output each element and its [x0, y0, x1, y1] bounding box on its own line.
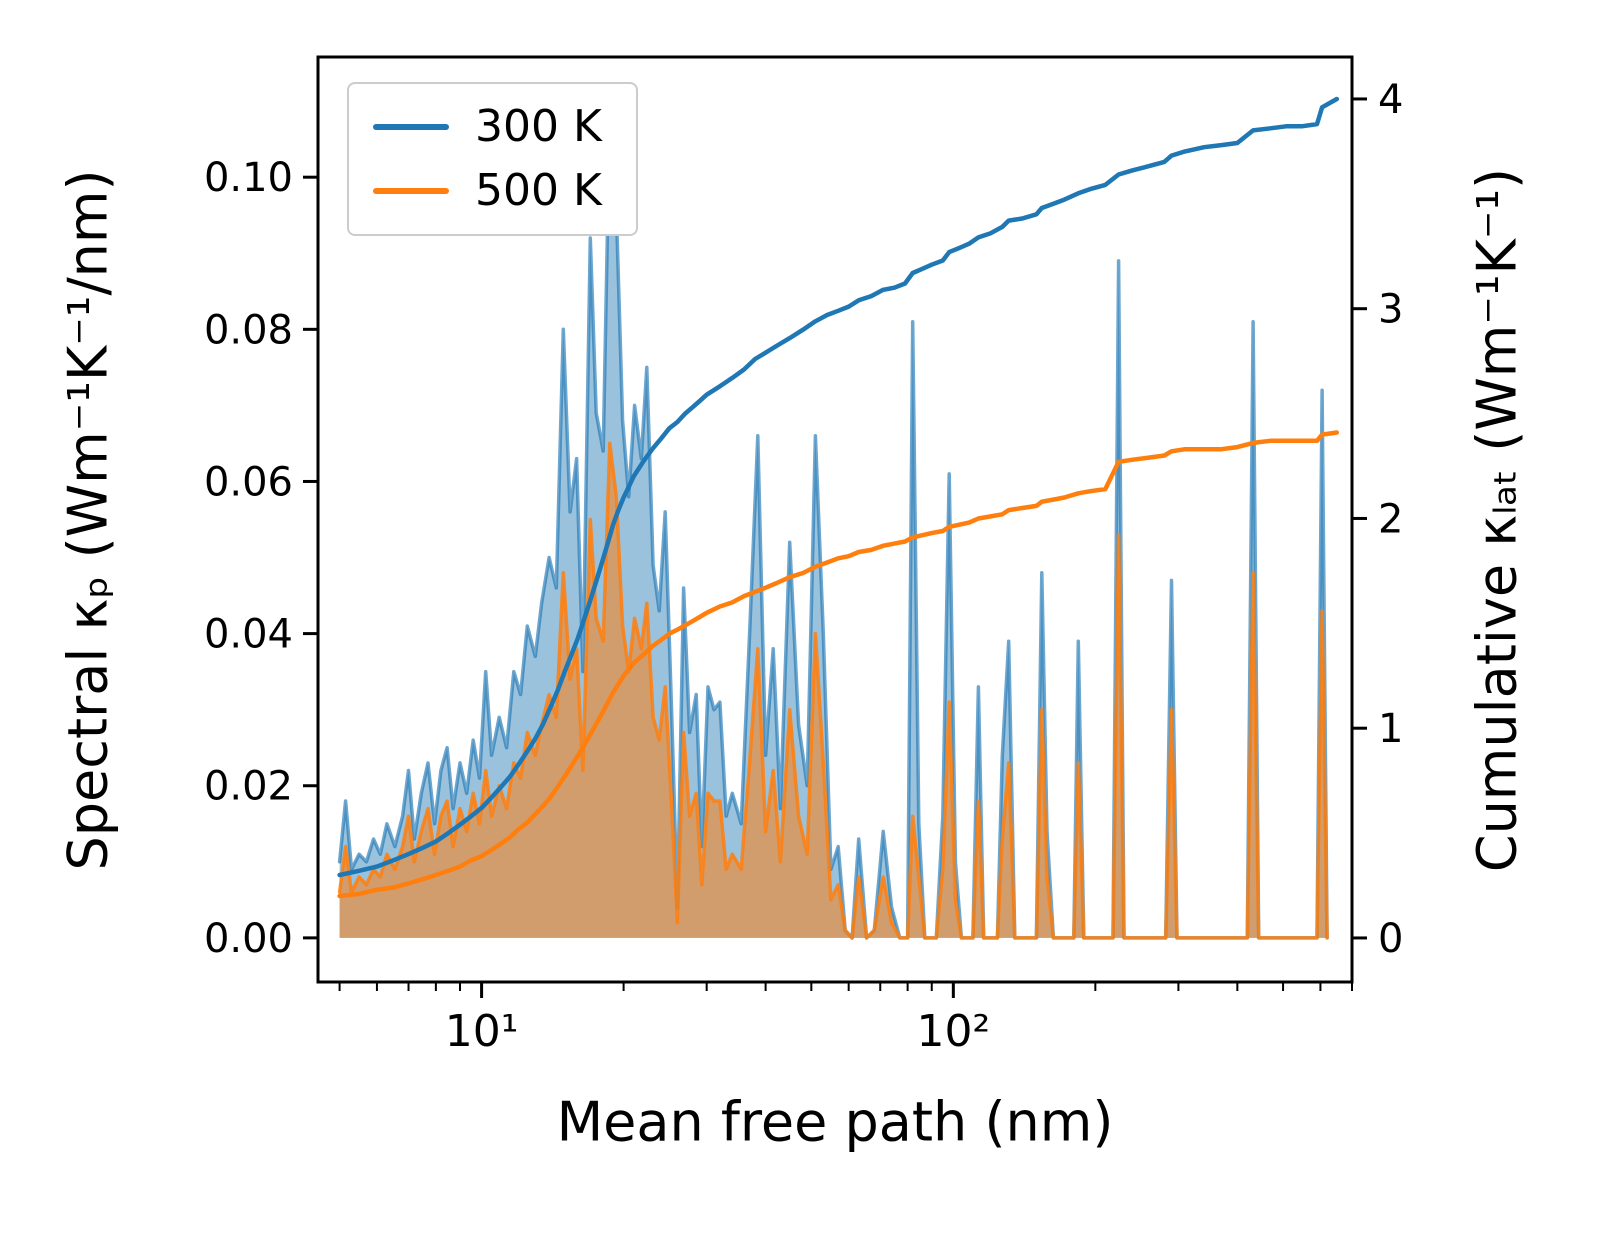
legend-line-300k-icon — [373, 124, 449, 131]
ytick-right-label: 4 — [1378, 77, 1403, 123]
legend-label-500k: 500 K — [475, 165, 602, 217]
cumulative-500K-curve — [337, 430, 1340, 899]
legend: 300 K 500 K — [347, 82, 638, 237]
ytick-left-label: 0.06 — [204, 459, 293, 505]
xtick-major-label: 10¹ — [445, 1006, 519, 1057]
right-axis-label: Cumulative κₗₐₜ (Wm⁻¹K⁻¹) — [1465, 167, 1529, 873]
ytick-left-label: 0.02 — [204, 764, 293, 810]
ytick-right-label: 3 — [1378, 287, 1403, 333]
ytick-right-label: 1 — [1378, 706, 1403, 752]
xtick-major-label: 10² — [917, 1006, 991, 1057]
ytick-right-label: 0 — [1378, 916, 1403, 962]
ytick-left-label: 0.04 — [204, 612, 293, 658]
left-axis-label: Spectral κₚ (Wm⁻¹K⁻¹/nm) — [56, 169, 120, 871]
x-axis-label: Mean free path (nm) — [556, 1090, 1114, 1154]
ytick-left-label: 0.10 — [204, 155, 293, 201]
ytick-left-label: 0.08 — [204, 307, 293, 353]
spectral-500K-fill — [339, 443, 1328, 938]
ytick-right-label: 2 — [1378, 496, 1403, 542]
ytick-left-label: 0.00 — [204, 916, 293, 962]
legend-item-500k: 500 K — [373, 165, 602, 217]
legend-item-300k: 300 K — [373, 101, 602, 152]
cumulative-300K-curve — [337, 96, 1340, 878]
legend-label-300k: 300 K — [475, 101, 602, 152]
legend-line-500k-icon — [373, 188, 449, 195]
